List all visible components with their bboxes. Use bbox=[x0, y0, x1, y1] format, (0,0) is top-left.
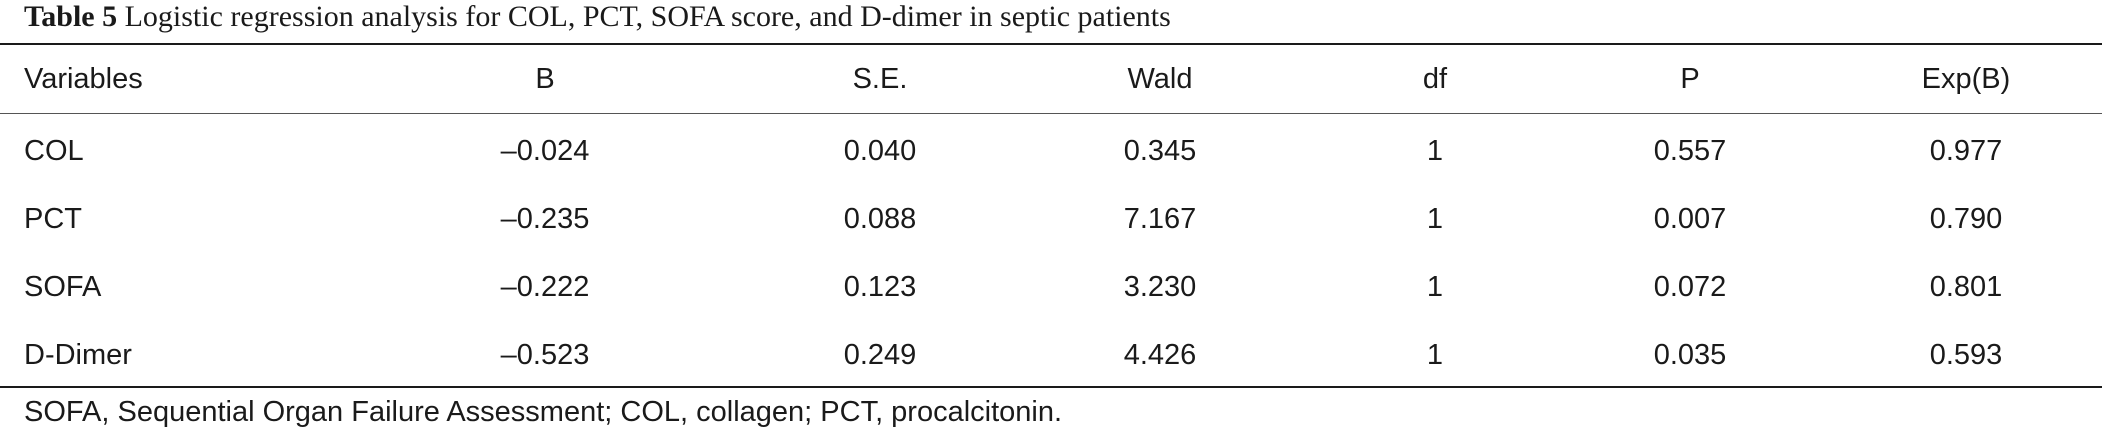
table-row: PCT –0.235 0.088 7.167 1 0.007 0.790 bbox=[0, 185, 2102, 253]
table-row: SOFA –0.222 0.123 3.230 1 0.072 0.801 bbox=[0, 253, 2102, 321]
table-cell: 0.557 bbox=[1653, 134, 1727, 167]
table-cell: 0.790 bbox=[1929, 202, 2003, 235]
header-cell: P bbox=[1680, 62, 1700, 95]
table-cell: 3.230 bbox=[1123, 270, 1197, 303]
table-cell: –0.222 bbox=[500, 270, 590, 303]
regression-table: Variables B S.E. Wald df P Exp(B) COL –0… bbox=[0, 45, 2102, 389]
header-cell: df bbox=[1422, 62, 1448, 95]
header-cell: B bbox=[535, 62, 555, 95]
table-row: D-Dimer –0.523 0.249 4.426 1 0.035 0.593 bbox=[0, 321, 2102, 389]
table-cell: COL bbox=[24, 134, 84, 167]
table-cell: 4.426 bbox=[1123, 338, 1197, 371]
table-bottom-rule bbox=[0, 386, 2102, 388]
table-cell: 0.345 bbox=[1123, 134, 1197, 167]
header-cell: Wald bbox=[1127, 62, 1193, 95]
table-cell: 0.593 bbox=[1929, 338, 2003, 371]
table-cell: SOFA bbox=[24, 270, 102, 303]
table-cell: 0.801 bbox=[1929, 270, 2003, 303]
header-cell: Variables bbox=[24, 62, 143, 95]
header-cell: Exp(B) bbox=[1921, 62, 2011, 95]
table-cell: –0.024 bbox=[500, 134, 590, 167]
table-cell: 0.977 bbox=[1929, 134, 2003, 167]
table-top-rule bbox=[0, 43, 2102, 45]
table-cell: 0.249 bbox=[843, 338, 917, 371]
table-cell: 1 bbox=[1426, 134, 1444, 167]
table-cell: 0.035 bbox=[1653, 338, 1727, 371]
table-caption-label: Table 5 bbox=[24, 0, 118, 33]
table-cell: –0.523 bbox=[500, 338, 590, 371]
table-header-row: Variables B S.E. Wald df P Exp(B) bbox=[0, 45, 2102, 113]
table-cell: 1 bbox=[1426, 202, 1444, 235]
table-caption-text: Logistic regression analysis for COL, PC… bbox=[124, 0, 1171, 33]
table-cell: 1 bbox=[1426, 270, 1444, 303]
header-cell: S.E. bbox=[852, 62, 908, 95]
table-cell: 0.123 bbox=[843, 270, 917, 303]
table-row: COL –0.024 0.040 0.345 1 0.557 0.977 bbox=[0, 113, 2102, 185]
table-cell: 0.040 bbox=[843, 134, 917, 167]
table-caption: Table 5 Logistic regression analysis for… bbox=[24, 0, 1171, 34]
table-cell: 7.167 bbox=[1123, 202, 1197, 235]
table-header-rule bbox=[0, 113, 2102, 114]
table-cell: 0.007 bbox=[1653, 202, 1727, 235]
table-cell: D-Dimer bbox=[24, 338, 132, 371]
table-footnote: SOFA, Sequential Organ Failure Assessmen… bbox=[24, 396, 1063, 428]
table-cell: 0.088 bbox=[843, 202, 917, 235]
table-cell: –0.235 bbox=[500, 202, 590, 235]
table-cell: 0.072 bbox=[1653, 270, 1727, 303]
table-cell: PCT bbox=[24, 202, 82, 235]
table-cell: 1 bbox=[1426, 338, 1444, 371]
